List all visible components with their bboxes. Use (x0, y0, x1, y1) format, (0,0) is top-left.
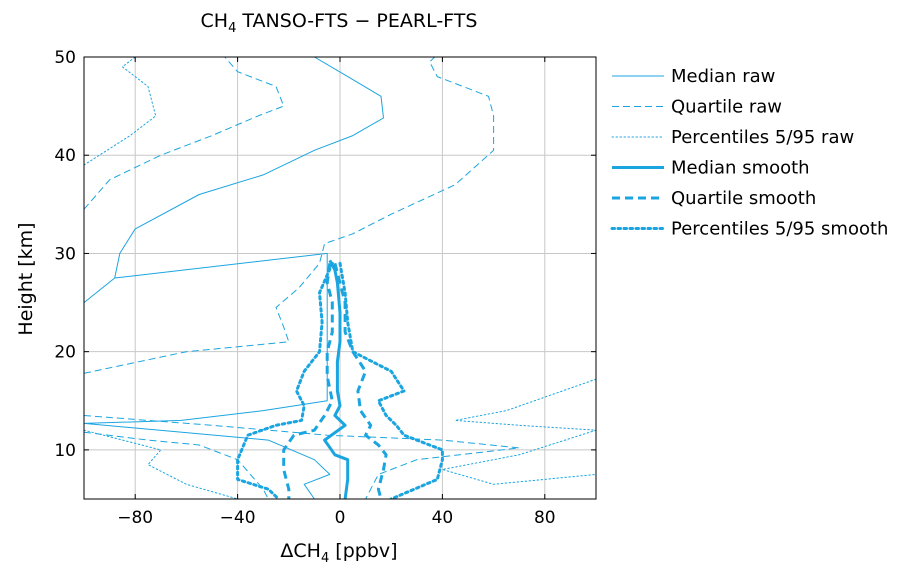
legend: Median raw Quartile raw Percentiles 5/95 r… (612, 66, 888, 240)
x-tick-label: 40 (432, 508, 454, 528)
series-quartile-smooth (284, 263, 333, 499)
series-quartile-raw-lower-left (84, 432, 268, 499)
legend-label-quartile-raw: Quartile raw (671, 97, 782, 118)
y-tick-label: 50 (54, 48, 76, 68)
legend-label-median-smooth: Median smooth (671, 158, 810, 179)
x-tick-label: 0 (335, 508, 346, 528)
y-tick-label: 40 (54, 146, 76, 166)
x-tick-label: 80 (534, 508, 556, 528)
x-axis-label: ΔCH4 [ppbv] (280, 540, 397, 566)
legend-label-median-raw: Median raw (671, 66, 775, 87)
legend-label-percentiles-5-95-raw: Percentiles 5/95 raw (671, 127, 854, 148)
series-percentiles-5-95-raw-low (84, 430, 238, 499)
series-percentiles-5-95-raw-right (442, 379, 596, 484)
series-percentiles-5-95-raw (84, 57, 156, 165)
series-quartile-raw-low (84, 416, 519, 500)
series-quartile-smooth-right (335, 263, 386, 499)
y-tick-label: 20 (54, 343, 76, 363)
legend-label-quartile-smooth: Quartile smooth (671, 188, 816, 209)
series-percentiles-5-95-smooth-right (340, 263, 442, 499)
series-quartile-raw (84, 57, 494, 373)
y-axis-label: Height [km] (15, 222, 37, 335)
y-tick-label: 10 (54, 441, 76, 461)
legend-label-percentiles-5-95-smooth: Percentiles 5/95 smooth (671, 219, 888, 240)
y-tick-label: 30 (54, 244, 76, 264)
x-tick-label: −40 (220, 508, 256, 528)
x-tick-label: −80 (117, 508, 153, 528)
chart-title: CH4 TANSO-FTS − PEARL-FTS (201, 10, 478, 36)
series-quartile-raw-left (84, 57, 284, 209)
